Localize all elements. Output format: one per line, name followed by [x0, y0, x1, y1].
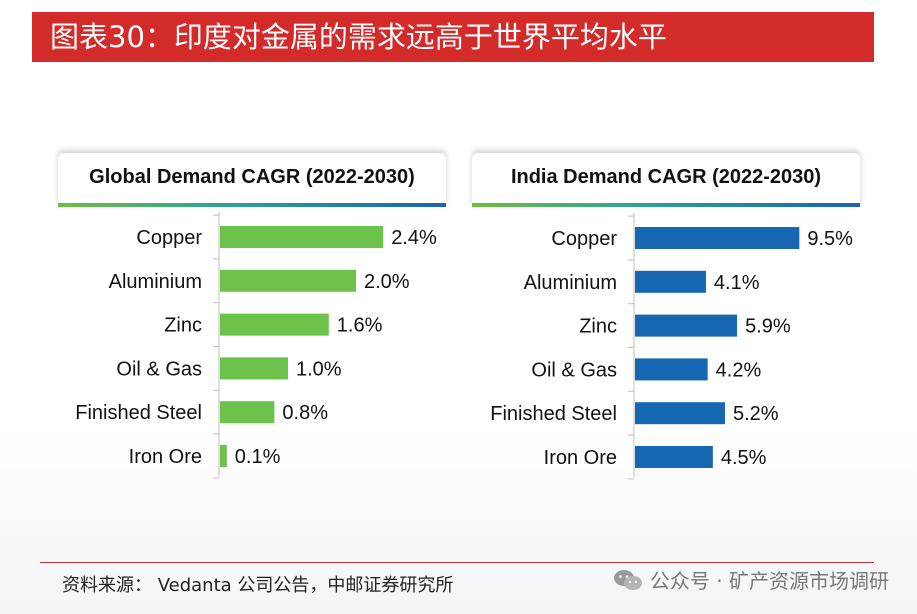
india-category-label: Oil & Gas [531, 359, 617, 381]
india-value-label: 4.1% [714, 272, 760, 294]
global-value-label: 1.6% [337, 315, 383, 337]
global-header-rule [58, 203, 446, 207]
india-bar [635, 314, 738, 337]
global-chart-header: Global Demand CAGR (2022-2030) [58, 153, 446, 207]
global-bar [220, 445, 227, 467]
footer-divider [40, 562, 874, 563]
page-title: 图表30：印度对金属的需求远高于世界平均水平 [32, 12, 874, 62]
global-value-label: 0.1% [235, 446, 281, 468]
india-value-label: 4.5% [721, 447, 767, 469]
india-value-label: 4.2% [716, 359, 762, 381]
global-category-label: Aluminium [109, 271, 202, 293]
india-value-label: 5.9% [745, 316, 791, 338]
global-bar [220, 226, 384, 248]
global-bar [220, 313, 329, 336]
india-bar [635, 270, 706, 293]
india-header-rule [472, 203, 860, 207]
global-bar [220, 401, 275, 424]
global-category-label: Copper [136, 227, 202, 249]
global-chart-title: Global Demand CAGR (2022-2030) [89, 166, 415, 188]
global-category-label: Iron Ore [129, 446, 202, 468]
india-bar [635, 402, 725, 425]
watermark: 公众号 · 矿产资源市场调研 [612, 565, 889, 594]
global-bar [220, 357, 288, 380]
global-value-label: 1.0% [296, 358, 342, 380]
wechat-icon [613, 569, 642, 590]
india-value-label: 9.5% [807, 228, 853, 250]
india-bar [635, 227, 800, 249]
india-chart-header: India Demand CAGR (2022-2030) [472, 153, 860, 207]
india-category-label: Iron Ore [544, 447, 617, 469]
global-category-label: Oil & Gas [116, 358, 202, 380]
india-value-label: 5.2% [733, 403, 779, 425]
india-category-label: Finished Steel [490, 403, 617, 425]
india-bar [635, 358, 708, 381]
global-category-label: Finished Steel [75, 402, 202, 424]
source-note: 资料来源： Vedanta 公司公告，中邮证券研究所 [62, 575, 454, 596]
india-bar [635, 446, 713, 468]
global-category-label: Zinc [164, 315, 202, 337]
global-value-label: 2.0% [364, 271, 410, 293]
global-value-label: 0.8% [282, 402, 328, 424]
india-category-label: Zinc [579, 316, 617, 338]
global-bar [220, 269, 356, 292]
india-category-label: Aluminium [524, 272, 617, 294]
global-value-label: 2.4% [391, 227, 437, 249]
watermark-text: 公众号 · 矿产资源市场调研 [649, 569, 889, 593]
india-category-label: Copper [551, 228, 617, 250]
india-chart-title: India Demand CAGR (2022-2030) [510, 166, 822, 188]
